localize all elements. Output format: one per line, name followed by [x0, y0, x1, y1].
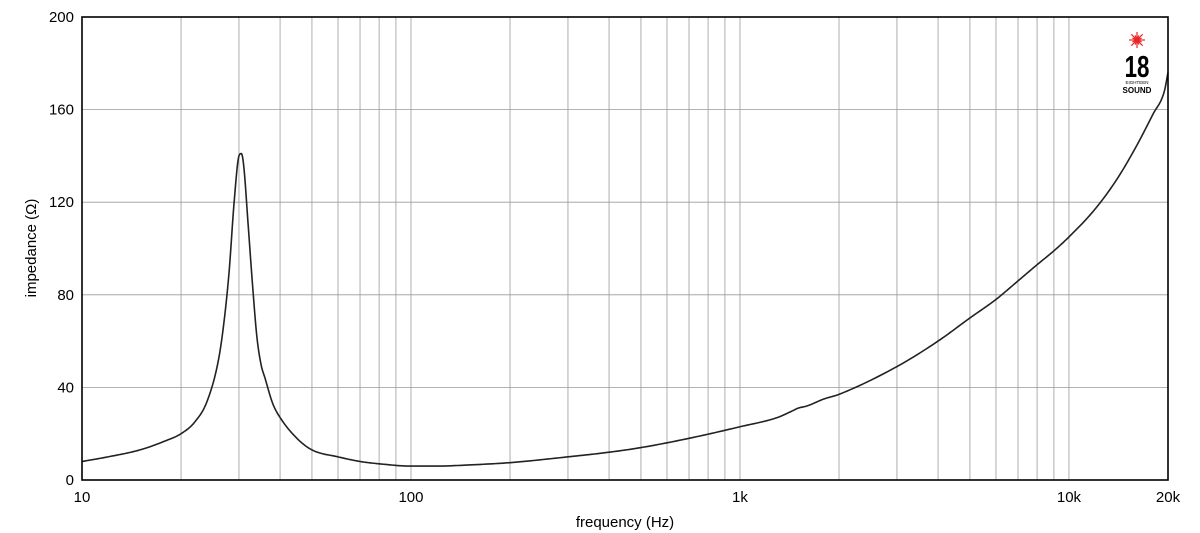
- eighteen-sound-logo: 18 EIGHTEEN SOUND: [1123, 32, 1152, 95]
- impedance-curve: [81, 72, 1169, 467]
- impedance-series-line: [81, 72, 1169, 467]
- y-tick-label: 160: [49, 102, 74, 119]
- grid-lines: [82, 17, 1168, 480]
- y-tick-label: 0: [66, 472, 74, 489]
- y-tick-label: 80: [57, 287, 74, 304]
- star-icon: [1129, 32, 1145, 48]
- y-axis-label: impedance (Ω): [23, 199, 40, 298]
- x-tick-label: 20k: [1156, 489, 1181, 506]
- y-tick-label: 40: [57, 379, 74, 396]
- plot-frame: [81, 16, 1169, 481]
- x-tick-labels: 10 100 1k 10k 20k: [74, 489, 1181, 506]
- x-tick-label: 100: [398, 489, 423, 506]
- logo-number: 18: [1125, 49, 1150, 83]
- x-tick-label: 10k: [1057, 489, 1082, 506]
- logo-small-text: EIGHTEEN: [1125, 80, 1148, 85]
- x-axis-label: frequency (Hz): [576, 514, 674, 531]
- y-tick-labels: 0 40 80 120 160 200: [49, 9, 74, 489]
- x-tick-label: 1k: [732, 489, 748, 506]
- logo-name: SOUND: [1123, 86, 1152, 95]
- y-tick-label: 120: [49, 194, 74, 211]
- y-tick-label: 200: [49, 9, 74, 26]
- x-tick-label: 10: [74, 489, 91, 506]
